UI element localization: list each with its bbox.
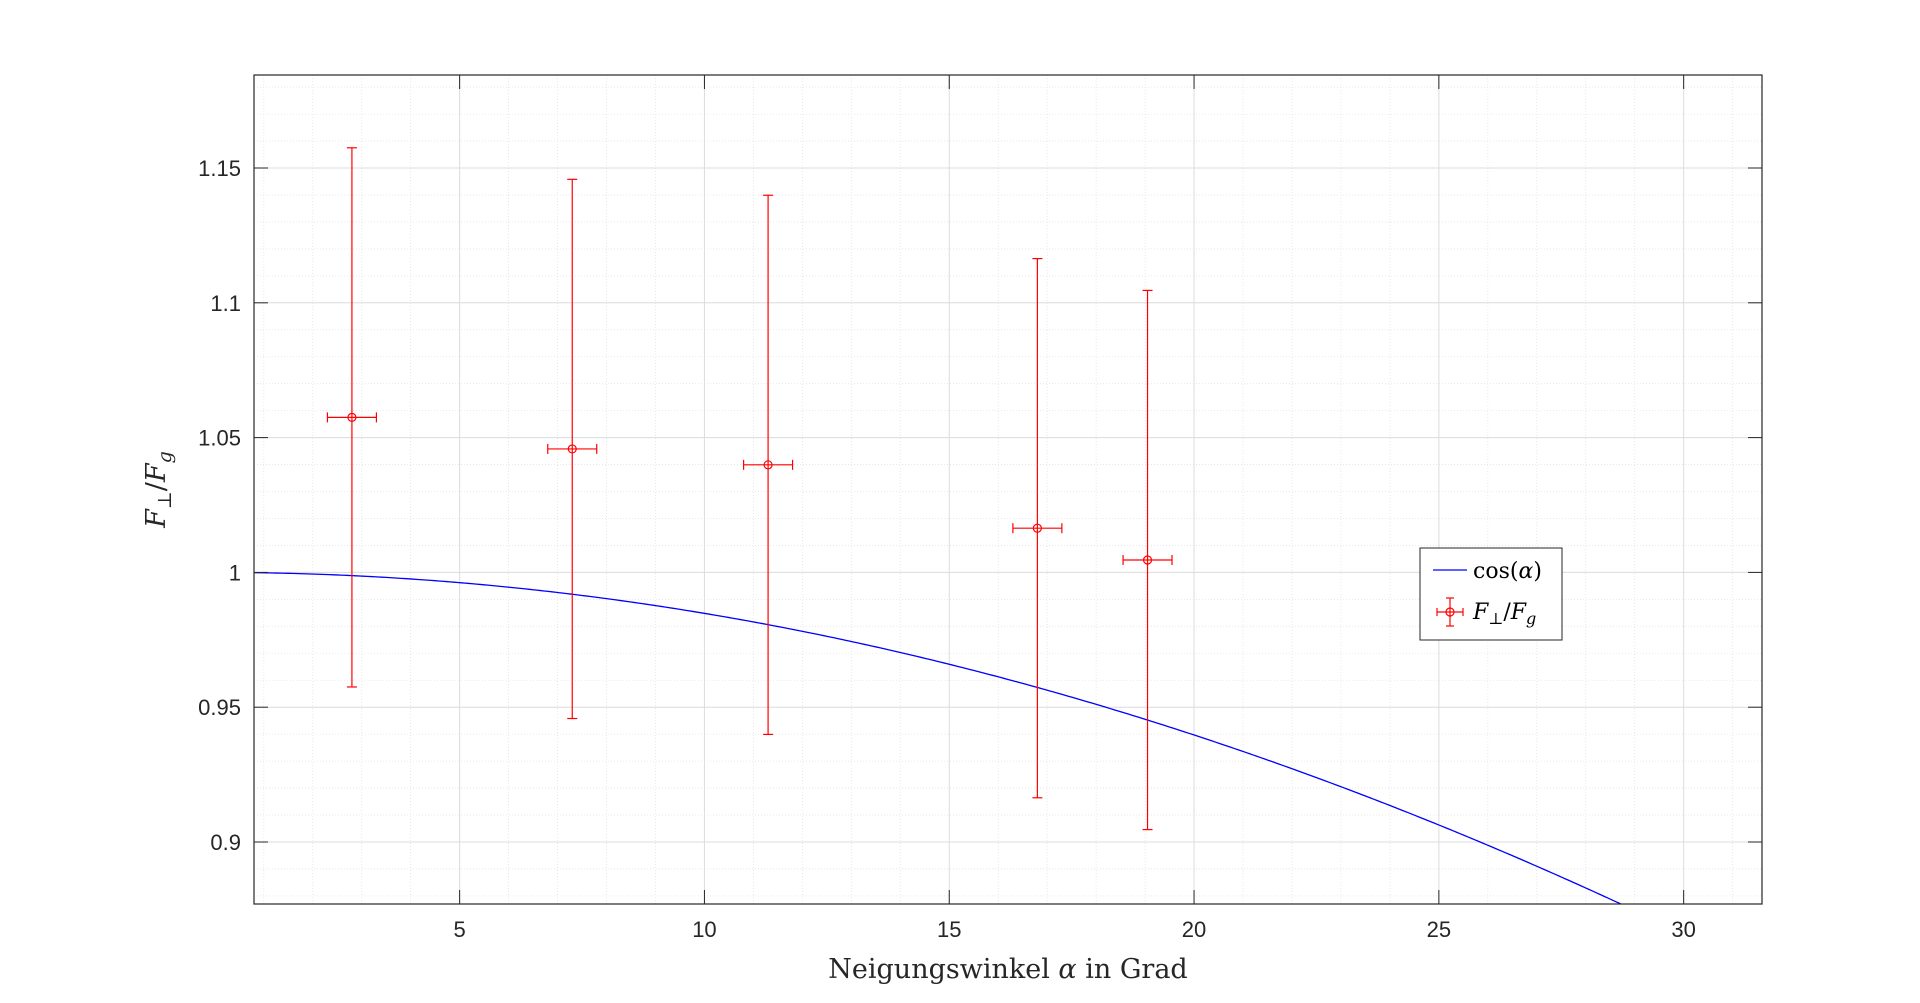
x-tick-label: 30 [1671, 917, 1695, 942]
data-marker [1032, 523, 1042, 533]
legend-ratio-denominator-sub: g [1526, 609, 1536, 628]
axes-box [253, 74, 1763, 905]
plot-area: 5 10 15 20 25 30 0.9 0.95 1 1.05 1.1 1.15 [198, 74, 1763, 942]
y-axis-label-denominator-sub: g [154, 451, 176, 463]
tick-labels: 5 10 15 20 25 30 0.9 0.95 1 1.05 1.1 1.15 [198, 156, 1696, 942]
legend-entry-ratio: F⊥/Fg [1472, 600, 1536, 628]
x-axis-label-text-after: in Grad [1077, 954, 1188, 985]
y-axis-label-slash: / [141, 481, 172, 491]
y-tick-label: 1.05 [198, 426, 241, 451]
legend-ratio-numerator-sub: ⊥ [1488, 609, 1503, 628]
legend-errorbar-sample [1436, 597, 1464, 627]
y-axis-label-numerator: F [141, 508, 172, 529]
legend-data-marker [1445, 607, 1455, 617]
y-tick-label: 1.15 [198, 156, 241, 181]
x-tick-label: 20 [1182, 917, 1206, 942]
y-tick-label: 1 [229, 560, 241, 585]
errorbar-point [1122, 289, 1173, 831]
errorbar-point [326, 147, 378, 688]
x-axis-label-symbol: α [1058, 954, 1076, 985]
data-marker [1142, 555, 1153, 565]
cos-curve-line [253, 572, 1622, 905]
data-marker [567, 444, 577, 454]
series-layer [253, 147, 1622, 905]
y-axis-label-numerator-sub: ⊥ [154, 491, 176, 509]
minor-grid [254, 75, 1762, 904]
y-tick-label: 0.95 [198, 695, 241, 720]
y-axis-label: F⊥/Fg [141, 451, 176, 529]
errorbar-point [547, 178, 598, 720]
y-axis-label-denominator: F [141, 462, 172, 483]
data-marker [347, 412, 357, 422]
x-axis-label: Neigungswinkel α in Grad [828, 954, 1187, 985]
legend: cos(α) F⊥/Fg [1419, 547, 1563, 641]
x-tick-label: 25 [1427, 917, 1451, 942]
legend-box [1419, 547, 1563, 641]
legend-cos-symbol: α [1518, 559, 1533, 584]
legend-ratio-denominator: F [1510, 600, 1527, 625]
x-axis-label-text-before: Neigungswinkel [828, 954, 1058, 985]
y-tick-label: 0.9 [210, 830, 241, 855]
legend-ratio-slash: / [1503, 600, 1511, 625]
axis-ticks [254, 75, 1762, 904]
y-tick-label: 1.1 [210, 291, 241, 316]
errorbar-point [743, 194, 794, 736]
legend-cos-suffix: ) [1533, 559, 1542, 584]
legend-cos-prefix: cos( [1473, 559, 1518, 584]
data-marker [763, 460, 773, 470]
legend-ratio-numerator: F [1472, 600, 1489, 625]
legend-entry-cos: cos(α) [1473, 559, 1542, 584]
axes-background [254, 75, 1762, 904]
errorbar-point [1012, 257, 1063, 799]
x-tick-label: 10 [692, 917, 716, 942]
x-tick-label: 15 [937, 917, 961, 942]
x-tick-label: 5 [454, 917, 466, 942]
